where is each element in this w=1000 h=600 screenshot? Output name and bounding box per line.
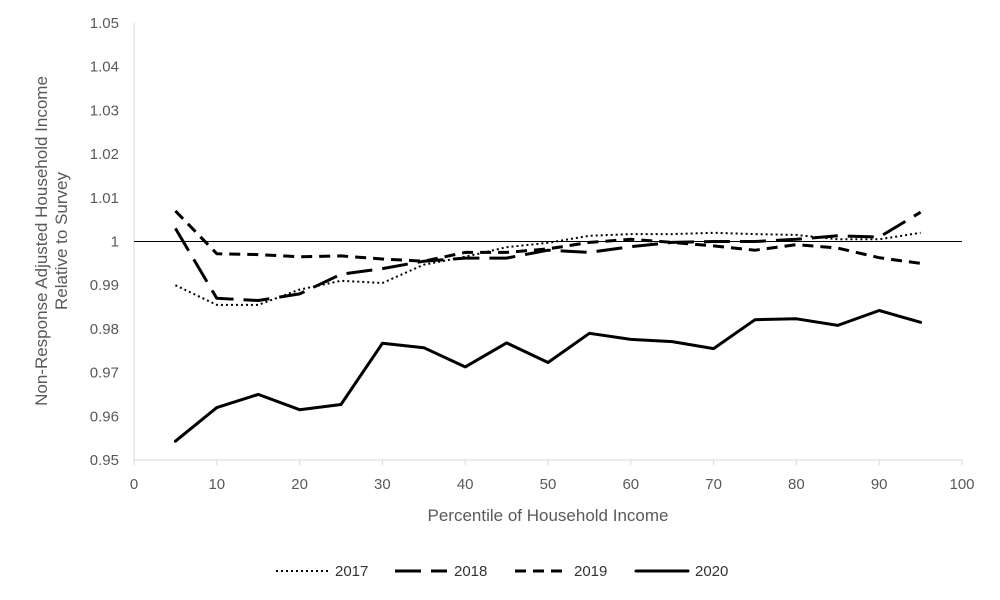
- legend-label: 2020: [695, 563, 728, 580]
- series-line-2020: [173, 309, 923, 443]
- y-tick-label: 1.05: [90, 15, 119, 32]
- legend-item-2017: 2017: [276, 563, 368, 580]
- x-tick-label: 20: [291, 476, 308, 493]
- x-tick-label: 70: [705, 476, 722, 493]
- legend: 2017 2018 2019 2020: [276, 563, 728, 580]
- x-tick-labels: 0 10 20 30 40 50 60 70 80 90 100: [130, 476, 975, 493]
- x-tick-label: 50: [540, 476, 557, 493]
- y-tick-label: 0.98: [90, 321, 119, 338]
- y-tick-label: 0.96: [90, 408, 119, 425]
- x-tick-marks: [133, 460, 963, 465]
- y-tick-label: 1.03: [90, 102, 119, 119]
- y-tick-label: 0.95: [90, 452, 119, 469]
- series-line-2019: [174, 209, 921, 265]
- x-tick-label: 100: [949, 476, 974, 493]
- x-tick-label: 40: [457, 476, 474, 493]
- y-tick-label: 0.97: [90, 365, 119, 382]
- y-axis-title-line-2: Relative to Survey: [52, 172, 71, 310]
- x-tick-label: 80: [788, 476, 805, 493]
- legend-label: 2017: [335, 563, 368, 580]
- y-tick-label: 0.99: [90, 277, 119, 294]
- x-axis-title: Percentile of Household Income: [428, 506, 669, 525]
- legend-label: 2018: [454, 563, 487, 580]
- y-tick-label: 1.01: [90, 190, 119, 207]
- y-tick-label: 1.04: [90, 59, 119, 76]
- y-tick-label: 1.02: [90, 146, 119, 163]
- legend-label: 2019: [574, 563, 607, 580]
- y-tick-labels: 0.95 0.96 0.97 0.98 0.99 1 1.01 1.02 1.03 1.04 1.0…: [90, 15, 119, 469]
- y-tick-label: 1: [111, 234, 119, 251]
- series-line-2018: [174, 210, 922, 302]
- legend-item-2020: 2020: [634, 563, 728, 580]
- x-tick-label: 60: [622, 476, 639, 493]
- series-lines: [173, 209, 923, 443]
- legend-item-2019: 2019: [515, 563, 607, 580]
- x-tick-label: 90: [871, 476, 888, 493]
- x-tick-label: 30: [374, 476, 391, 493]
- plot-area: 0.95 0.96 0.97 0.98 0.99 1 1.01 1.02 1.03 1.04 1.0…: [90, 15, 975, 493]
- x-tick-label: 10: [208, 476, 225, 493]
- y-axis-title: Non-Response Adjusted Household Income R…: [32, 76, 71, 406]
- x-tick-label: 0: [130, 476, 138, 493]
- legend-item-2018: 2018: [395, 563, 487, 580]
- series-line-2017: [174, 231, 921, 306]
- y-axis-title-line-1: Non-Response Adjusted Household Income: [32, 76, 51, 406]
